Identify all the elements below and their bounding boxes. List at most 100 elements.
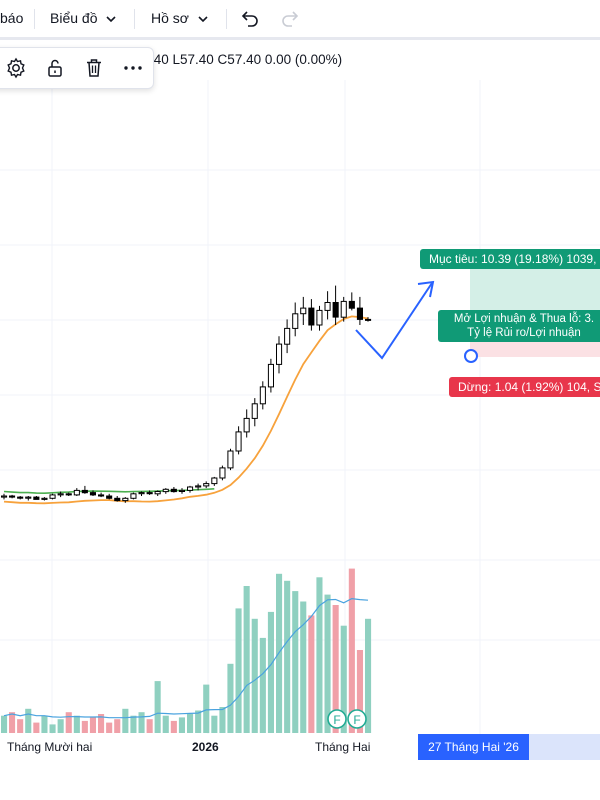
volume-bar bbox=[332, 605, 339, 733]
toolbar-divider bbox=[226, 9, 227, 29]
candle-body bbox=[235, 431, 242, 452]
trash-icon[interactable] bbox=[82, 56, 106, 80]
lock-icon[interactable] bbox=[43, 56, 67, 80]
projection-arrow[interactable] bbox=[355, 282, 433, 360]
toolbar-divider bbox=[34, 9, 35, 29]
candle-body bbox=[114, 497, 121, 502]
top-toolbar: báo Biểu đồ Hồ sơ bbox=[0, 0, 600, 40]
candle-body bbox=[195, 485, 202, 488]
ohlc-legend: .40 L57.40 C57.40 0.00 (0.00%) bbox=[150, 52, 343, 67]
volume-bar bbox=[203, 684, 210, 733]
volume-bar bbox=[17, 719, 24, 733]
candle-body bbox=[57, 493, 64, 496]
x-axis-selection-band bbox=[529, 734, 600, 760]
candle-body bbox=[211, 477, 218, 485]
pnl-line-1: Mở Lợi nhuận & Thua lỗ: 3. bbox=[453, 313, 595, 325]
candles bbox=[1, 285, 372, 503]
volume-bar bbox=[73, 715, 80, 733]
candle-body bbox=[219, 467, 226, 479]
volume-bar bbox=[365, 618, 372, 733]
candle-body bbox=[243, 417, 250, 433]
event-marker-f-text: F bbox=[333, 713, 340, 727]
pnl-label[interactable]: Mở Lợi nhuận & Thua lỗ: 3. Tỷ lệ Rủi ro/… bbox=[438, 310, 600, 342]
volume-bar bbox=[259, 637, 266, 733]
undo-icon[interactable] bbox=[240, 10, 260, 28]
candle-body bbox=[300, 307, 307, 315]
volume-bar bbox=[41, 715, 48, 733]
candle-body bbox=[251, 403, 258, 419]
candle-body bbox=[284, 327, 291, 345]
volume-bar bbox=[106, 722, 113, 733]
volume-bar bbox=[33, 722, 40, 733]
stop-label[interactable]: Dừng: 1.04 (1.92%) 104, S bbox=[449, 377, 600, 397]
volume-bar bbox=[267, 611, 274, 733]
candle-body bbox=[170, 488, 177, 493]
candle-body bbox=[49, 494, 56, 499]
gear-icon[interactable] bbox=[4, 56, 28, 80]
candle-body bbox=[9, 495, 16, 498]
candle-body bbox=[332, 302, 339, 318]
candle-body bbox=[89, 492, 97, 496]
volume-bar bbox=[340, 625, 347, 733]
volume-bar bbox=[25, 708, 32, 733]
candle-body bbox=[81, 489, 88, 494]
drawing-toolbar bbox=[0, 47, 154, 89]
candle-body bbox=[25, 496, 32, 499]
volume-bar bbox=[308, 615, 315, 733]
candle-body bbox=[316, 309, 323, 326]
x-axis-label-february: Tháng Hai bbox=[315, 740, 371, 754]
candle-body bbox=[276, 343, 283, 365]
candle-body bbox=[122, 497, 129, 502]
volume-bar bbox=[57, 719, 64, 733]
candle-body bbox=[259, 386, 266, 405]
event-markers[interactable]: F F bbox=[327, 709, 367, 729]
volume-bar bbox=[219, 707, 226, 733]
more-icon[interactable] bbox=[121, 56, 145, 80]
volume-bar bbox=[324, 594, 331, 733]
candle-body bbox=[162, 488, 169, 493]
candle-body bbox=[65, 493, 72, 496]
candle-body bbox=[365, 318, 372, 321]
redo-icon[interactable] bbox=[280, 10, 300, 28]
chevron-down-icon bbox=[106, 16, 116, 23]
candle-body bbox=[1, 495, 8, 498]
volume-bar bbox=[211, 715, 218, 733]
volume-bar bbox=[243, 586, 250, 733]
event-marker-f[interactable] bbox=[327, 709, 347, 729]
volume-bars bbox=[1, 568, 372, 733]
volume-bar bbox=[235, 608, 242, 733]
volume-bar bbox=[187, 714, 194, 733]
chart-menu-label: Biểu đồ bbox=[50, 10, 98, 26]
candle-body bbox=[33, 496, 40, 500]
candle-body bbox=[267, 363, 274, 388]
volume-bar bbox=[348, 568, 355, 733]
chevron-down-icon bbox=[198, 16, 208, 23]
candle-body bbox=[348, 300, 355, 309]
volume-bar bbox=[9, 712, 16, 733]
toolbar-item-report[interactable]: báo bbox=[0, 10, 24, 26]
stop-handle[interactable] bbox=[464, 349, 478, 363]
volume-bar bbox=[284, 580, 291, 733]
chart-menu-button[interactable]: Biểu đồ bbox=[50, 0, 117, 37]
target-label[interactable]: Mục tiêu: 10.39 (19.18%) 1039, bbox=[420, 249, 600, 269]
candle-body bbox=[17, 496, 24, 499]
ma-short-line bbox=[3, 315, 369, 505]
volume-ma-line bbox=[3, 597, 369, 719]
volume-bar bbox=[170, 720, 177, 733]
x-axis-label-december: Tháng Mười hai bbox=[7, 740, 93, 754]
volume-bar bbox=[316, 577, 323, 733]
candle-body bbox=[187, 486, 194, 491]
event-marker-f[interactable] bbox=[347, 709, 367, 729]
volume-bar bbox=[251, 618, 258, 733]
volume-bar bbox=[292, 591, 299, 733]
volume-bar bbox=[356, 650, 363, 733]
candle-body bbox=[146, 492, 153, 495]
volume-bar bbox=[122, 708, 129, 733]
volume-bar bbox=[162, 715, 169, 733]
profile-menu-label: Hồ sơ bbox=[151, 10, 189, 26]
volume-bar bbox=[154, 681, 161, 733]
candle-body bbox=[130, 493, 137, 499]
candle-body bbox=[41, 497, 48, 500]
profile-menu-button[interactable]: Hồ sơ bbox=[151, 0, 209, 37]
stop-zone[interactable] bbox=[470, 340, 600, 357]
